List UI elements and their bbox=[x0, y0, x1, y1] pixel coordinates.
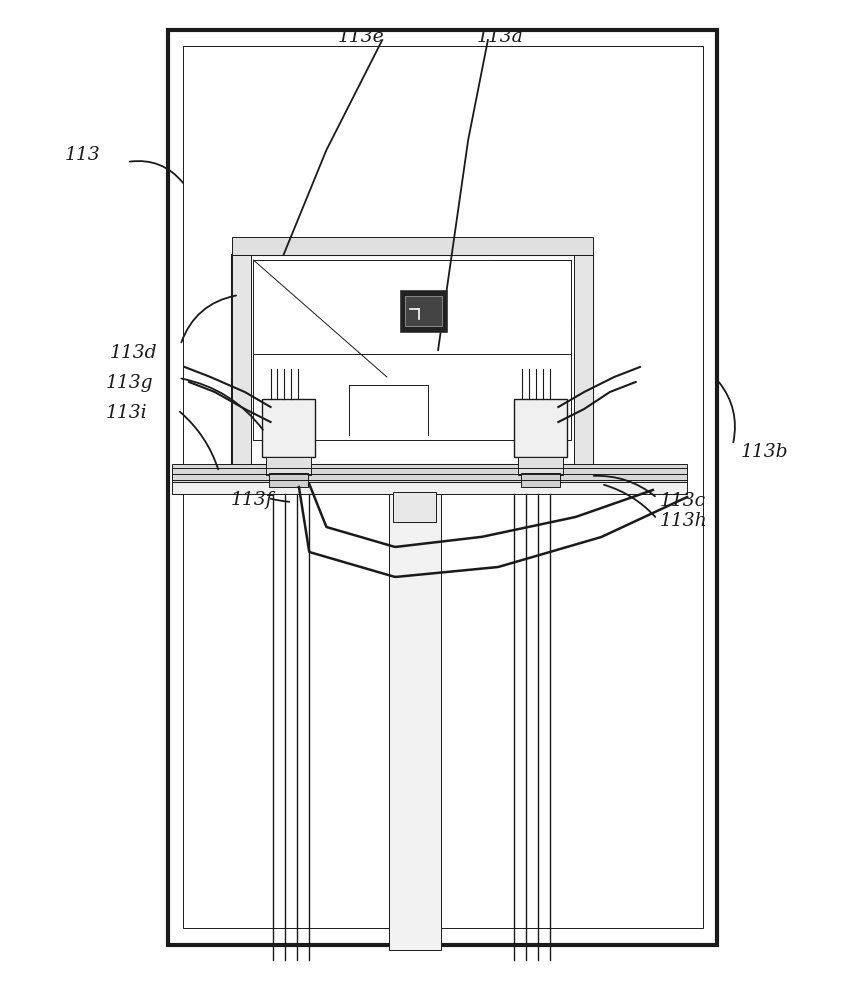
Text: 113f: 113f bbox=[230, 491, 273, 509]
Bar bbox=[389, 494, 441, 950]
Text: 113g: 113g bbox=[106, 374, 153, 392]
Text: 113i: 113i bbox=[106, 404, 147, 422]
Bar bbox=[393, 492, 436, 522]
Bar bbox=[269, 473, 308, 487]
Bar bbox=[172, 464, 687, 482]
Text: 113e: 113e bbox=[338, 28, 384, 46]
Bar bbox=[168, 30, 717, 945]
Text: 113d: 113d bbox=[110, 344, 157, 362]
Text: 113c: 113c bbox=[660, 492, 706, 510]
Bar bbox=[253, 260, 571, 440]
Bar bbox=[172, 482, 687, 494]
Bar bbox=[514, 399, 567, 457]
Bar bbox=[262, 399, 315, 457]
Text: 113a: 113a bbox=[477, 28, 523, 46]
Bar bbox=[232, 255, 593, 465]
Bar bbox=[232, 255, 251, 465]
Bar bbox=[574, 255, 593, 465]
Bar bbox=[399, 290, 447, 332]
Bar bbox=[183, 46, 703, 928]
Bar bbox=[518, 457, 563, 475]
Text: 113h: 113h bbox=[660, 512, 708, 530]
Bar bbox=[521, 473, 560, 487]
Bar bbox=[405, 296, 442, 326]
Bar bbox=[266, 457, 311, 475]
Text: 113b: 113b bbox=[740, 443, 788, 461]
Text: 113: 113 bbox=[64, 146, 100, 164]
Bar bbox=[232, 237, 593, 255]
